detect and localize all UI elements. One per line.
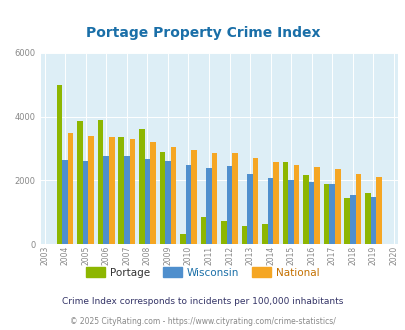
Bar <box>308 182 314 244</box>
Bar <box>77 121 83 244</box>
Bar <box>200 217 206 244</box>
Bar <box>323 184 328 244</box>
Bar <box>252 158 258 244</box>
Bar <box>355 174 360 244</box>
Bar <box>232 153 237 244</box>
Text: Portage Property Crime Index: Portage Property Crime Index <box>85 26 320 40</box>
Bar <box>165 161 170 244</box>
Bar <box>293 165 299 244</box>
Bar <box>103 155 109 244</box>
Bar <box>364 193 370 244</box>
Bar <box>62 160 68 244</box>
Bar <box>273 162 278 244</box>
Bar <box>314 167 319 244</box>
Bar <box>88 136 94 244</box>
Bar <box>191 150 196 244</box>
Legend: Portage, Wisconsin, National: Portage, Wisconsin, National <box>83 264 322 281</box>
Bar <box>328 184 334 244</box>
Bar <box>334 169 340 244</box>
Bar <box>221 220 226 244</box>
Bar <box>124 155 129 244</box>
Text: Crime Index corresponds to incidents per 100,000 inhabitants: Crime Index corresponds to incidents per… <box>62 297 343 307</box>
Bar <box>144 159 150 244</box>
Bar <box>282 162 288 244</box>
Bar <box>170 147 176 244</box>
Bar <box>83 161 88 244</box>
Bar <box>247 174 252 244</box>
Bar <box>98 120 103 244</box>
Bar <box>303 175 308 244</box>
Text: © 2025 CityRating.com - https://www.cityrating.com/crime-statistics/: © 2025 CityRating.com - https://www.city… <box>70 317 335 326</box>
Bar <box>159 152 165 244</box>
Bar <box>288 181 293 244</box>
Bar <box>206 168 211 244</box>
Bar <box>349 195 355 244</box>
Bar <box>180 234 185 244</box>
Bar <box>370 197 375 244</box>
Bar <box>57 85 62 244</box>
Bar <box>118 137 124 244</box>
Bar <box>241 226 247 244</box>
Bar <box>150 142 155 244</box>
Bar <box>109 137 114 244</box>
Bar <box>267 178 273 244</box>
Bar <box>129 139 135 244</box>
Bar <box>185 165 191 244</box>
Bar <box>226 166 232 244</box>
Bar <box>139 129 144 244</box>
Bar <box>343 198 349 244</box>
Bar <box>68 133 73 244</box>
Bar <box>262 224 267 244</box>
Bar <box>375 177 381 244</box>
Bar <box>211 153 217 244</box>
